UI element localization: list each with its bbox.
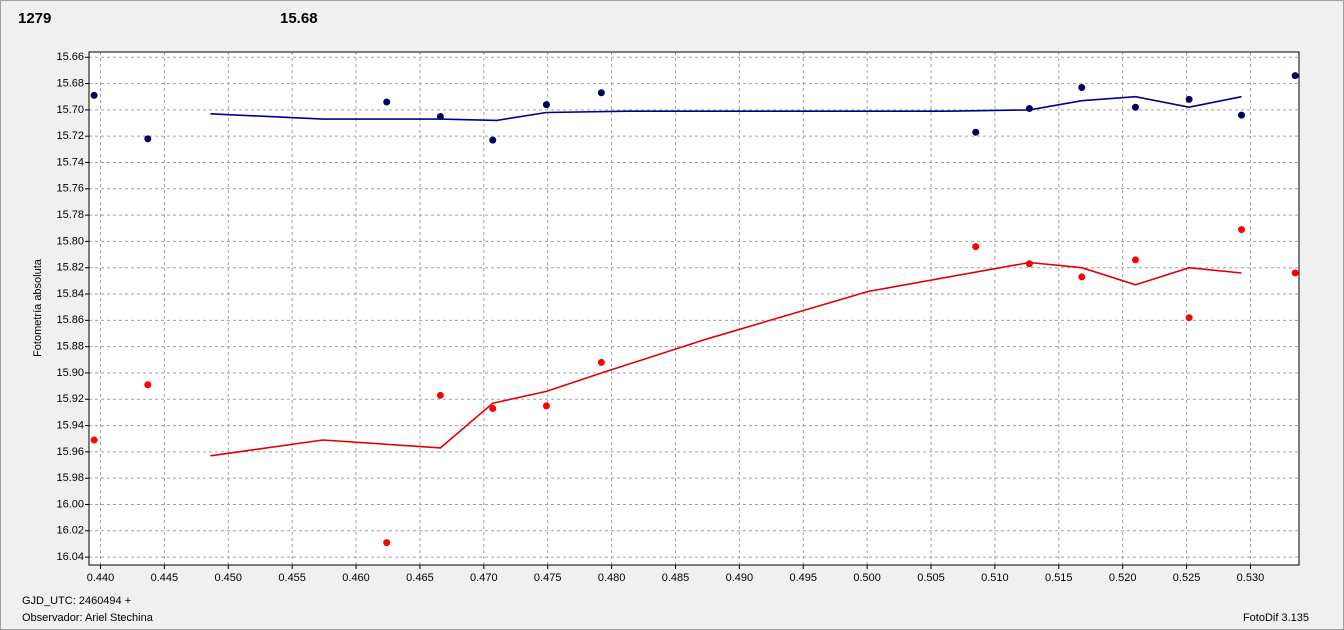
footer-version: FotoDif 3.135 (1243, 612, 1309, 624)
star-label: 1279 (18, 10, 51, 27)
x-tick-label: 0.520 (1109, 572, 1137, 584)
footer-date: GJD_UTC: 2460494 + (22, 595, 131, 607)
y-tick-label: 15.86 (56, 314, 84, 326)
data-point (144, 135, 152, 143)
data-point (1078, 84, 1086, 92)
data-point (1291, 72, 1299, 80)
y-tick-label: 15.80 (56, 235, 84, 247)
y-tick-label: 15.98 (56, 472, 84, 484)
data-point (1238, 226, 1246, 234)
plot-border (88, 51, 1300, 566)
x-tick-label: 0.500 (853, 572, 881, 584)
footer-observer: Observador: Ariel Stechina (22, 612, 154, 624)
data-point (383, 98, 391, 106)
data-point (383, 539, 391, 547)
y-tick-label: 15.92 (56, 393, 84, 405)
data-point (1291, 269, 1299, 277)
data-point (597, 89, 605, 97)
data-point (1131, 103, 1139, 111)
x-tick-label: 0.465 (406, 572, 434, 584)
x-tick-label: 0.475 (534, 572, 562, 584)
x-tick-label: 0.470 (470, 572, 498, 584)
y-tick-label: 15.70 (56, 104, 84, 116)
y-tick-label: 15.94 (56, 419, 84, 431)
magnitude-label: 15.68 (280, 10, 318, 27)
y-tick-label: 15.76 (56, 183, 84, 195)
x-tick-label: 0.450 (215, 572, 243, 584)
data-point (144, 381, 152, 389)
series-line (210, 261, 1242, 457)
x-tick-label: 0.480 (598, 572, 626, 584)
x-tick-label: 0.490 (726, 572, 754, 584)
y-axis-label: Fotometría absoluta (32, 258, 44, 357)
y-tick-label: 16.00 (56, 498, 84, 510)
data-point (597, 358, 605, 366)
y-tick-label: 15.96 (56, 446, 84, 458)
x-tick-label: 0.495 (789, 572, 817, 584)
x-tick-label: 0.505 (917, 572, 945, 584)
x-tick-label: 0.515 (1045, 572, 1073, 584)
data-point (1025, 105, 1033, 113)
y-tick-label: 16.04 (56, 551, 84, 563)
y-tick-label: 15.74 (56, 156, 84, 168)
y-tick-label: 15.82 (56, 262, 84, 274)
y-tick-label: 15.84 (56, 288, 84, 300)
data-point (1185, 95, 1193, 103)
data-point (972, 128, 980, 136)
y-tick-label: 15.72 (56, 130, 84, 142)
x-tick-label: 0.460 (342, 572, 370, 584)
x-tick-label: 0.455 (278, 572, 306, 584)
data-point (90, 91, 98, 99)
data-point (1131, 256, 1139, 264)
x-tick-label: 0.525 (1173, 572, 1201, 584)
y-tick-label: 15.68 (56, 77, 84, 89)
x-tick-label: 0.445 (151, 572, 179, 584)
x-tick-label: 0.510 (981, 572, 1009, 584)
data-point (90, 436, 98, 444)
data-point (1025, 260, 1033, 268)
series-line (210, 95, 1242, 122)
data-point (489, 404, 497, 412)
data-point (1078, 273, 1086, 281)
data-point (436, 112, 444, 120)
y-tick-label: 15.88 (56, 341, 84, 353)
x-tick-label: 0.440 (87, 572, 115, 584)
x-tick-label: 0.530 (1237, 572, 1265, 584)
plot-area (89, 52, 1299, 565)
y-tick-label: 16.02 (56, 525, 84, 537)
data-point (972, 243, 980, 251)
x-tick-label: 0.485 (662, 572, 690, 584)
data-point (489, 136, 497, 144)
y-tick-label: 15.66 (56, 51, 84, 63)
data-point (436, 391, 444, 399)
y-tick-label: 15.78 (56, 209, 84, 221)
data-point (542, 402, 550, 410)
data-point (1185, 314, 1193, 322)
data-point (1238, 111, 1246, 119)
data-point (542, 101, 550, 109)
y-tick-label: 15.90 (56, 367, 84, 379)
